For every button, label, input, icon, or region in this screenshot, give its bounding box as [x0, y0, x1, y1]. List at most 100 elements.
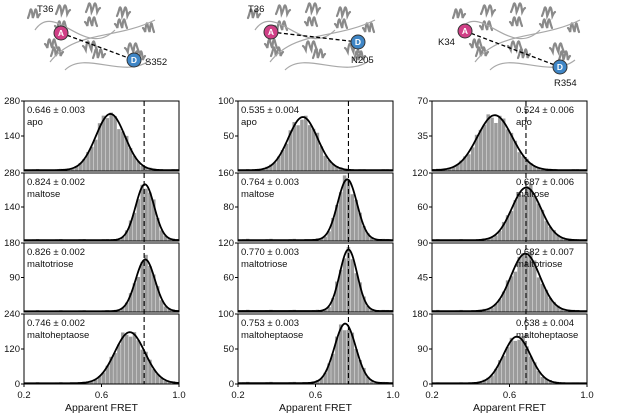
histogram-bar	[517, 193, 521, 241]
gaussian-fit-curve	[24, 183, 180, 242]
y-tick-label: 90	[417, 238, 428, 249]
histogram-bar	[140, 165, 144, 171]
x-tick-label: 1.0	[172, 390, 185, 401]
histogram-bar	[93, 379, 98, 384]
histogram-bar	[451, 166, 456, 171]
histogram-bar	[113, 115, 117, 171]
y-tick-label: 100	[218, 309, 234, 320]
histogram-bar	[319, 146, 324, 171]
histogram-bar	[490, 117, 494, 171]
histogram-bar	[148, 192, 152, 241]
histogram-bar	[556, 305, 560, 312]
histogram-bar	[366, 376, 370, 384]
helix-ribbon	[352, 50, 367, 62]
gaussian-fit-curve	[238, 322, 394, 385]
y-tick-label: 180	[412, 309, 428, 320]
histogram-bar	[276, 156, 281, 171]
histogram-bar	[124, 135, 129, 171]
histogram-bar	[494, 368, 498, 384]
histogram-bar	[560, 309, 564, 312]
condition-label: apo	[27, 117, 43, 128]
histogram-bar	[490, 307, 494, 312]
histogram-bar	[288, 130, 293, 171]
histogram-bar	[70, 169, 75, 171]
histogram-bar	[140, 262, 144, 312]
structure-1: A D T36 S352	[26, 2, 167, 71]
histogram-bar	[109, 112, 113, 171]
histogram-bar	[331, 217, 335, 241]
fret-mean-label: 0.646 ± 0.003	[27, 105, 85, 116]
loop-ribbon	[64, 59, 151, 71]
fret-mean-label: 0.764 ± 0.003	[241, 177, 299, 188]
histogram-bar	[556, 234, 560, 241]
histogram-bar	[350, 332, 355, 384]
histogram-bar	[155, 217, 160, 241]
fret-mean-label: 0.826 ± 0.002	[27, 247, 85, 258]
histogram-bar	[117, 310, 121, 312]
y-tick-label: 140	[4, 131, 20, 142]
histogram-bar	[513, 271, 518, 312]
histogram-bar	[529, 183, 533, 241]
y-tick-label: 60	[417, 202, 428, 213]
fret-mean-label: 0.682 ± 0.007	[516, 247, 574, 258]
histogram-bar	[463, 156, 467, 171]
acceptor-dye-marker	[263, 24, 279, 40]
y-tick-label: 0	[229, 379, 234, 390]
histogram-bar	[536, 371, 541, 384]
histogram-bar	[78, 163, 82, 171]
histogram-bar	[74, 166, 79, 171]
helix-ribbon	[115, 6, 132, 21]
histogram-bar	[505, 215, 510, 241]
histogram-bar	[358, 282, 362, 312]
helix-ribbon	[81, 40, 99, 54]
histogram-bar	[517, 339, 521, 384]
condition-label: maltoheptaose	[516, 330, 578, 341]
histogram-bar	[536, 277, 541, 312]
histogram-bar	[327, 363, 331, 384]
x-axis-title: Apparent FRET	[65, 402, 139, 414]
fret-mean-label: 0.638 ± 0.004	[516, 318, 574, 329]
histogram-bar	[525, 346, 529, 384]
y-tick-label: 0	[15, 379, 20, 390]
y-tick-label: 50	[223, 344, 234, 355]
histogram-bar	[124, 302, 129, 312]
histogram-bar	[548, 380, 552, 384]
condition-label: maltoheptaose	[241, 330, 303, 341]
histogram-bar	[532, 260, 537, 312]
histogram-bar	[529, 251, 533, 312]
histogram-bar	[117, 239, 121, 241]
fret-mean-label: 0.753 ± 0.003	[241, 318, 299, 329]
histogram-bar	[105, 118, 110, 171]
histogram-bar	[470, 147, 475, 171]
histogram-bar	[342, 330, 347, 384]
histogram-bar	[132, 155, 137, 171]
histogram-bar	[536, 168, 541, 171]
histogram-bar	[121, 332, 125, 384]
histogram-bar	[490, 237, 494, 241]
histogram-bar	[323, 155, 327, 171]
histogram-bar	[136, 340, 141, 384]
histogram-bar	[113, 353, 117, 384]
acceptor-site-label: T36	[248, 4, 264, 15]
fret-mean-label: 0.687 ± 0.006	[516, 177, 574, 188]
bars-group	[24, 112, 179, 384]
histogram-bar	[155, 373, 160, 384]
condition-label: maltotriose	[27, 259, 73, 270]
histogram-bar	[128, 293, 133, 312]
gaussian-fit-curve	[432, 335, 587, 385]
histogram-bar	[509, 211, 514, 241]
histogram-bar	[521, 195, 525, 241]
histogram-bar	[269, 164, 273, 171]
histogram-bar	[159, 300, 164, 312]
x-tick-label: 0.6	[309, 390, 322, 401]
condition-label: apo	[241, 117, 257, 128]
y-tick-label: 240	[4, 309, 20, 320]
histogram-bar	[128, 336, 133, 384]
histogram-bar	[529, 356, 533, 384]
histogram-bar	[128, 220, 133, 241]
histogram-bar	[86, 151, 90, 171]
histogram-bar	[159, 378, 164, 384]
